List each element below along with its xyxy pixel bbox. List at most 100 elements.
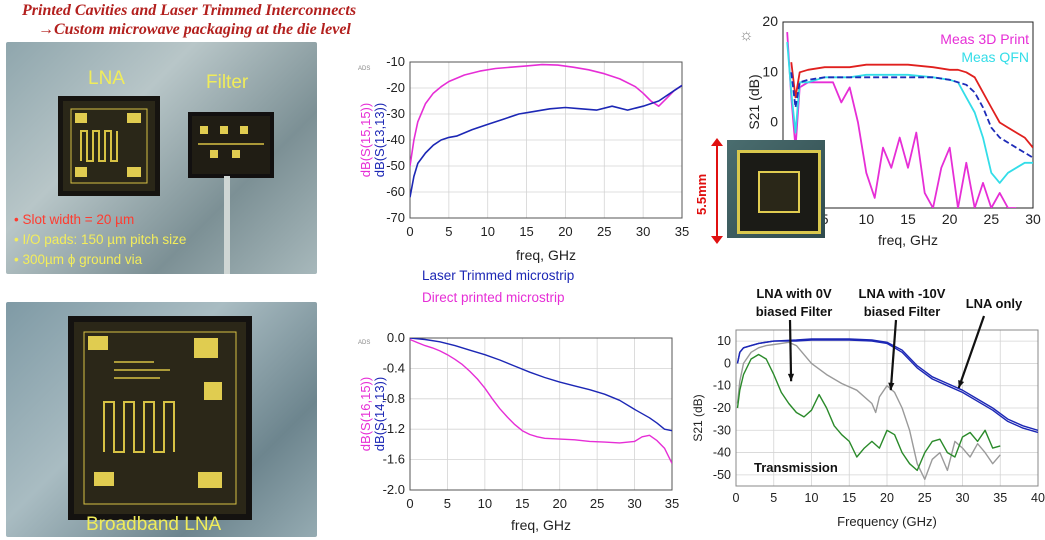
qfn-package-photo: [727, 140, 825, 238]
filter-label: Filter: [206, 72, 249, 93]
legend-meas-3d-print: Meas 3D Print: [940, 31, 1029, 47]
lna-filter-s21-xtick-8: 40: [1031, 491, 1045, 505]
annotation-arrowhead-0: [787, 373, 795, 382]
broadband-lna-circuit-pattern: [83, 331, 237, 505]
return-loss-badge: ADS: [358, 66, 370, 72]
insertion-loss-xlabel: freq, GHz: [511, 517, 571, 533]
return-loss-xtick-1: 5: [445, 224, 452, 239]
broadband-lna-die: [68, 316, 252, 520]
bullet-slot-width: • Slot width = 20 µm: [14, 212, 135, 227]
annotation-arrowhead-2: [958, 380, 965, 388]
lna-filter-s21-ytick-4: -30: [713, 423, 731, 437]
dimension-label: 5.5mm: [694, 173, 709, 215]
return-loss-ytick-4: -50: [386, 158, 405, 173]
insertion-loss-ytick-1: -0.4: [383, 360, 405, 375]
qfn-package-body: [737, 150, 821, 234]
return-loss-series-0-line: [410, 63, 682, 167]
package-s21-series-group: [786, 32, 1033, 208]
qfn-die: [758, 171, 800, 213]
lna-filter-s21-xtick-6: 30: [956, 491, 970, 505]
return-loss-series-1-line: [410, 84, 682, 198]
return-loss-xtick-0: 0: [406, 224, 413, 239]
bullet-ground-via-text: 300µm ϕ ground via: [22, 252, 143, 267]
insertion-loss-series-group: [410, 338, 672, 464]
return-loss-xtick-5: 25: [597, 224, 611, 239]
annotation-arrow-2: [957, 315, 986, 389]
insertion-loss-series-1-line: [410, 338, 672, 432]
legend-laser-trimmed: Laser Trimmed microstrip: [422, 268, 575, 283]
package-s21-ytick-0: 20: [762, 13, 778, 29]
insertion-loss-series-0-line: [410, 338, 672, 464]
return-loss-ylabel-1: dB(S(15,15)): [358, 103, 373, 177]
return-loss-xtick-7: 35: [675, 224, 689, 239]
return-loss-ytick-2: -30: [386, 106, 405, 121]
return-loss-xtick-6: 30: [636, 224, 650, 239]
package-s21-xtick-5: 30: [1025, 211, 1041, 227]
return-loss-xtick-2: 10: [480, 224, 494, 239]
lna-filter-s21-ytick-6: -50: [713, 468, 731, 482]
lna-filter-s21-xtick-2: 10: [805, 491, 819, 505]
annotation-10v-line2: biased Filter: [864, 304, 941, 319]
return-loss-ytick-1: -20: [386, 80, 405, 95]
lna-filter-s21-ytick-1: 0: [724, 356, 731, 370]
insertion-loss-ytick-2: -0.8: [383, 391, 405, 406]
lna-filter-s21-series-1-line: [736, 338, 1038, 431]
header-subtitle: →Custom microwave packaging at the die l…: [38, 21, 351, 38]
legend-meas-qfn: Meas QFN: [961, 49, 1029, 65]
bullet-slot-width-text: Slot width = 20 µm: [22, 212, 135, 227]
filter-die: [188, 112, 274, 178]
annotation-arrow-0: [788, 319, 793, 382]
bullet-ground-via: • 300µm ϕ ground via: [14, 252, 143, 267]
return-loss-chart: 0 5 10 15 20 25 30 35 -10 -20 -30 -40 -50 -60 -70 ADS fr…: [358, 54, 689, 263]
broadband-lna-label: Broadband LNA: [86, 514, 222, 535]
return-loss-ylabel-2: dB(S(13,13)): [372, 103, 387, 177]
package-s21-xtick-4: 25: [984, 211, 1000, 227]
sun-icon: ☼: [739, 27, 754, 44]
lna-filter-s21-ytick-5: -40: [713, 446, 731, 460]
lna-filter-s21-chart: 0 5 10 15 20 25 30 35 40 10 0 -10 -20 -30 -40 -50 Freque…: [691, 286, 1045, 529]
package-s21-xtick-1: 10: [859, 211, 875, 227]
insertion-loss-ytick-5: -2.0: [383, 482, 405, 497]
insertion-loss-ylabel-1: dB(S(16,15)): [358, 377, 373, 451]
package-s21-ylabel: S21 (dB): [746, 74, 762, 129]
lna-filter-s21-series-2-line: [736, 341, 1001, 480]
annotation-transmission: Transmission: [754, 460, 838, 475]
trace-strip: [224, 176, 230, 274]
legend-direct-printed: Direct printed microstrip: [422, 290, 565, 305]
package-s21-series-3-line: [790, 72, 1033, 159]
lna-filter-s21-xtick-1: 5: [770, 491, 777, 505]
return-loss-xtick-4: 20: [558, 224, 572, 239]
package-s21-series-2-line: [790, 62, 1033, 149]
return-loss-ytick-3: -40: [386, 132, 405, 147]
filter-circuit-pattern: [198, 126, 264, 158]
dimension-arrow-bottom: [711, 236, 723, 244]
lna-filter-s21-ytick-0: 10: [717, 334, 731, 348]
insertion-loss-xtick-2: 10: [478, 496, 492, 511]
lna-circuit-pattern: [70, 108, 148, 184]
return-loss-ytick-5: -60: [386, 184, 405, 199]
annotation-10v-line1: LNA with -10V: [859, 286, 946, 301]
annotation-lna-only: LNA only: [966, 296, 1023, 311]
header-title: Printed Cavities and Laser Trimmed Inter…: [22, 2, 357, 19]
lna-filter-s21-ylabel: S21 (dB): [691, 394, 705, 441]
annotation-0v-line2: biased Filter: [756, 304, 833, 319]
package-s21-ytick-2: 0: [770, 114, 778, 130]
lna-filter-s21-plot-frame: [735, 329, 1039, 487]
package-s21-plot-frame: [782, 21, 1034, 209]
broadband-lna-photo: Broadband LNA: [6, 302, 317, 537]
insertion-loss-xtick-7: 35: [665, 496, 679, 511]
insertion-loss-xtick-1: 5: [444, 496, 451, 511]
lna-filter-s21-ytick-3: -20: [713, 401, 731, 415]
annotation-arrow-1: [889, 319, 898, 391]
lna-filter-s21-ytick-2: -10: [713, 379, 731, 393]
lna-filter-s21-xtick-7: 35: [993, 491, 1007, 505]
dimension-arrow-top: [711, 138, 723, 146]
bullet-io-pads-text: I/O pads: 150 µm pitch size: [22, 232, 187, 247]
insertion-loss-xtick-3: 15: [515, 496, 529, 511]
package-s21-ytick-1: 10: [762, 63, 778, 79]
lna-filter-s21-xtick-3: 15: [842, 491, 856, 505]
lna-filter-s21-xtick-5: 25: [918, 491, 932, 505]
return-loss-xlabel: freq, GHz: [516, 247, 576, 263]
package-s21-xtick-3: 20: [942, 211, 958, 227]
